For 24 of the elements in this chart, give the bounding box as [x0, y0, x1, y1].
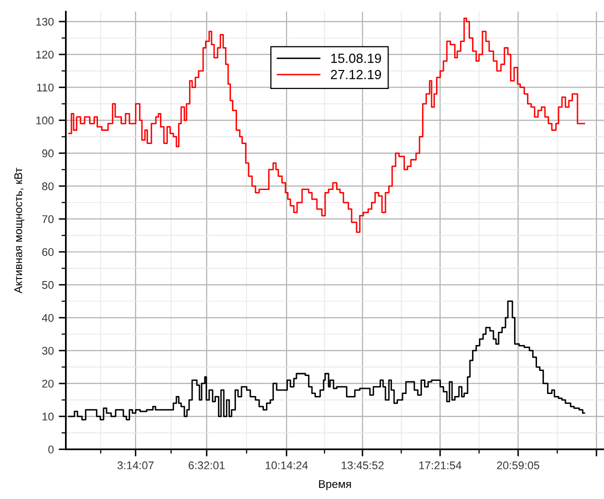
y-tick-label: 130	[36, 18, 54, 26]
y-tick-label: 30	[42, 346, 54, 355]
y-tick-label: 0	[48, 446, 54, 454]
y-tick-label: 50	[42, 281, 54, 289]
x-tick-label: 20:59:05	[497, 461, 540, 470]
x-tick-label: 10:14:24	[266, 461, 308, 470]
y-tick-label: 80	[42, 182, 54, 190]
y-tick-label: 70	[42, 215, 54, 224]
y-tick-label: 90	[42, 149, 54, 158]
y-tick-label: 40	[42, 314, 54, 322]
y-tick-label: 60	[42, 248, 54, 256]
y-tick-label: 100	[36, 116, 54, 124]
y-tick-label: 20	[42, 380, 54, 388]
legend-label: 27.12.19	[330, 70, 381, 80]
x-tick-label: 3:14:07	[117, 461, 154, 470]
y-axis-title: Активная мощность, кВт	[14, 168, 24, 294]
y-tick-label: 10	[42, 412, 54, 421]
y-tick-label: 120	[36, 50, 54, 59]
x-tick-label: 17:21:54	[419, 461, 462, 470]
legend-label: 15.08.19	[331, 54, 381, 64]
y-tick-label: 110	[37, 84, 54, 92]
x-axis-title: Время	[319, 480, 351, 490]
x-tick-label: 13:45:52	[342, 461, 384, 470]
x-tick-label: 6:32:01	[188, 461, 225, 470]
